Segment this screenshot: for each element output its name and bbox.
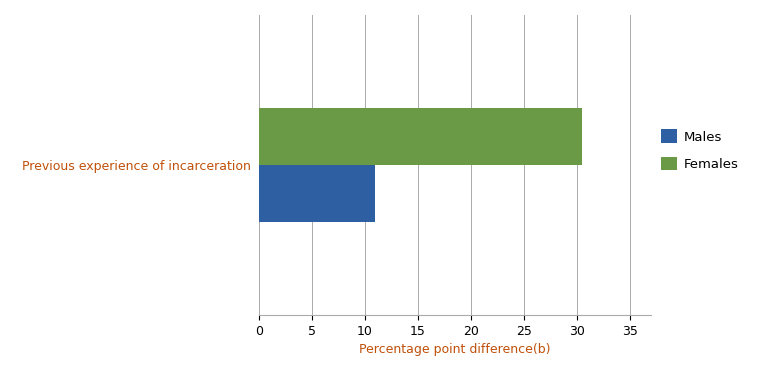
Bar: [259, 108, 582, 165]
Legend: Males, Females: Males, Females: [661, 129, 739, 171]
X-axis label: Percentage point difference(b): Percentage point difference(b): [359, 343, 550, 356]
Bar: [259, 165, 376, 222]
